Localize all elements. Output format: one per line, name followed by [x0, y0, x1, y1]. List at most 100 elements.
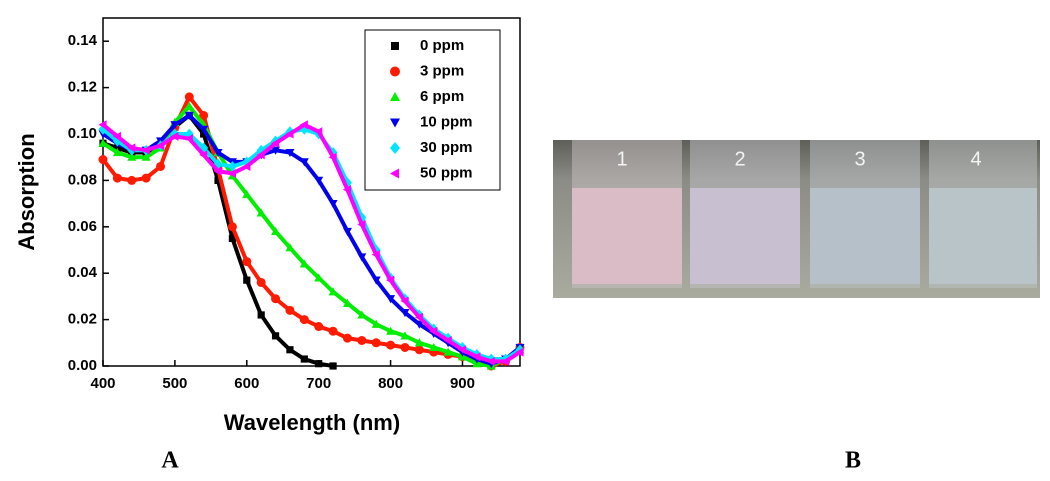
legend-label: 0 ppm [420, 37, 464, 54]
marker [414, 312, 423, 322]
marker [429, 342, 439, 352]
marker [371, 250, 380, 260]
marker [271, 138, 280, 148]
marker [184, 101, 194, 110]
marker [271, 146, 281, 155]
marker [357, 335, 367, 345]
marker [112, 135, 122, 147]
marker [199, 110, 209, 120]
marker [400, 331, 410, 340]
marker [184, 92, 194, 102]
marker [314, 273, 324, 282]
marker [98, 155, 108, 165]
marker [314, 176, 324, 185]
x-axis-title: Wavelength (nm) [224, 410, 400, 435]
marker [200, 130, 208, 138]
legend-marker [391, 42, 399, 50]
marker [214, 176, 222, 184]
plot-frame [102, 17, 521, 367]
marker [400, 342, 410, 352]
legend-label: 10 ppm [420, 113, 473, 130]
y-tick-label: 0.14 [68, 32, 98, 49]
marker [300, 355, 308, 363]
marker [242, 257, 252, 267]
marker [443, 335, 452, 345]
marker [112, 131, 121, 141]
marker [199, 150, 208, 160]
legend-marker [390, 118, 400, 128]
marker [170, 131, 179, 141]
marker [227, 168, 237, 178]
y-tick-label: 0.12 [68, 79, 97, 96]
marker [242, 189, 252, 198]
marker [342, 227, 352, 236]
marker [299, 123, 309, 135]
marker [113, 144, 121, 152]
y-axis-title: Absorption [14, 133, 39, 250]
marker [342, 185, 352, 195]
legend-marker [390, 142, 400, 154]
marker [457, 345, 467, 355]
marker [329, 362, 337, 370]
marker [256, 150, 265, 160]
x-tick-label: 600 [234, 375, 259, 392]
marker [156, 161, 166, 171]
marker [342, 333, 352, 343]
photo: 1 2 3 4 [553, 140, 1040, 298]
marker [141, 173, 151, 183]
marker [141, 152, 151, 161]
marker [257, 311, 265, 319]
marker [127, 143, 136, 153]
marker [98, 120, 107, 130]
marker [127, 152, 137, 161]
marker [357, 253, 367, 262]
marker [386, 340, 396, 350]
vial-label: 2 [734, 148, 745, 170]
marker [242, 156, 252, 168]
legend-label: 3 ppm [420, 62, 464, 79]
vial-label: 3 [854, 148, 865, 170]
marker [386, 326, 396, 335]
y-tick-label: 0.08 [68, 171, 97, 188]
marker [271, 332, 280, 340]
vial-liquid [572, 188, 682, 284]
y-tick-label: 0.10 [68, 125, 97, 142]
marker [501, 356, 510, 366]
vial-liquid [929, 188, 1037, 284]
marker [328, 326, 338, 336]
marker [400, 296, 409, 306]
marker [414, 320, 424, 329]
marker [299, 120, 308, 130]
marker [400, 309, 410, 318]
panel-label: B [845, 448, 861, 474]
marker [486, 356, 495, 366]
marker [299, 259, 309, 268]
marker [213, 166, 222, 176]
marker [141, 145, 150, 155]
marker [314, 322, 324, 332]
marker [271, 226, 281, 236]
marker [227, 222, 237, 232]
x-tick-label: 700 [306, 375, 331, 392]
vial-liquid [690, 188, 800, 284]
legend-label: 50 ppm [420, 164, 473, 181]
marker [242, 161, 251, 171]
marker [386, 295, 396, 304]
marker [285, 129, 294, 139]
marker [328, 287, 338, 296]
vial-label: 1 [616, 148, 627, 170]
marker [342, 298, 352, 307]
marker [98, 123, 108, 135]
y-tick-label: 0.00 [68, 357, 97, 374]
legend-marker [390, 168, 399, 179]
marker [213, 148, 223, 158]
marker [371, 276, 381, 285]
marker [414, 345, 424, 355]
marker [472, 352, 481, 362]
marker [443, 347, 453, 356]
marker [429, 326, 438, 336]
marker [199, 125, 209, 134]
y-tick-label: 0.06 [68, 218, 97, 235]
marker [228, 234, 237, 242]
